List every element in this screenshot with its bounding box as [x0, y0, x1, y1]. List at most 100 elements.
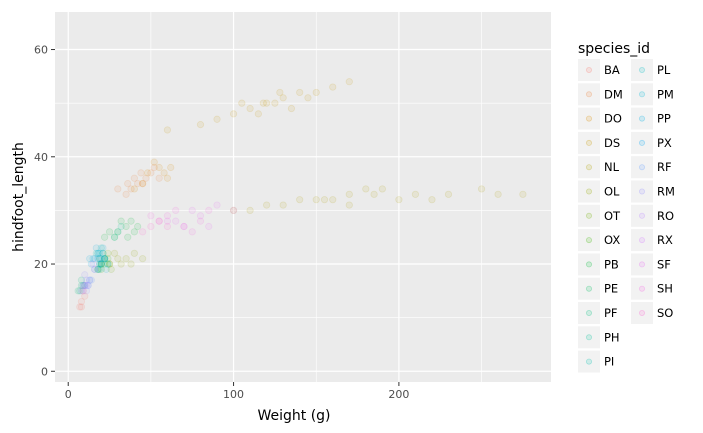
data-point-pi — [97, 244, 105, 252]
data-point-pb — [105, 228, 114, 236]
data-point-do — [150, 158, 158, 166]
legend-label-ot: OT — [604, 209, 621, 223]
data-point-do — [139, 179, 147, 188]
data-point-ba — [79, 287, 87, 295]
data-point-sh — [163, 212, 172, 220]
data-point-ds — [238, 99, 246, 107]
data-point-ro — [81, 281, 89, 290]
data-point-dm — [114, 185, 122, 193]
data-point-dm — [134, 179, 142, 188]
legend-label-sh: SH — [657, 282, 673, 296]
data-point-nl — [246, 206, 254, 215]
data-point-ds — [163, 126, 172, 134]
data-point-ds — [271, 99, 279, 107]
data-point-pe — [104, 260, 112, 268]
data-point-pp — [92, 244, 100, 252]
data-point-pl — [101, 255, 109, 263]
legend-key-nl — [578, 156, 600, 179]
legend-label-rm: RM — [657, 185, 675, 199]
data-point-sh — [172, 206, 180, 215]
data-point-dm — [142, 174, 150, 182]
data-point-ba — [81, 292, 89, 300]
data-point-ol — [139, 255, 147, 263]
legend-label-ol: OL — [604, 185, 620, 199]
data-point-rm — [77, 287, 86, 295]
data-point-pi — [92, 249, 100, 257]
data-point-pp — [97, 255, 105, 263]
data-point-do — [143, 169, 152, 177]
data-point-pp — [89, 255, 97, 263]
data-point-sf — [163, 217, 172, 225]
legend-key-pb — [578, 253, 600, 276]
data-point-pb — [124, 233, 132, 241]
data-point-nl — [395, 196, 403, 204]
data-point-nl — [345, 201, 353, 209]
data-point-dm — [139, 179, 147, 188]
data-point-so — [139, 228, 147, 236]
data-point-pp — [91, 265, 99, 273]
legend-key-pf — [578, 302, 600, 324]
data-point-ol — [130, 249, 138, 257]
legend-marker-sh — [639, 285, 646, 292]
legend-key-rx — [631, 229, 653, 252]
data-point-rm — [81, 281, 89, 290]
data-point-dm — [130, 174, 138, 182]
data-point-pe — [97, 260, 105, 268]
x-tick-label: 200 — [388, 388, 409, 401]
data-point-pm — [101, 255, 109, 263]
data-point-ot — [101, 255, 109, 263]
legend-key-pm — [631, 83, 653, 106]
data-point-ds — [287, 104, 296, 113]
data-point-sh — [188, 228, 196, 236]
data-point-pe — [99, 249, 107, 257]
data-point-dm — [147, 169, 155, 177]
legend: BA DM DO DS NL OL OT OX PB PE PF PH PI PL PM PP PX RF RM RO… — [578, 59, 675, 373]
data-point-pp — [94, 249, 102, 257]
data-point-pb — [134, 222, 142, 231]
legend-marker-pf — [586, 309, 593, 316]
data-point-rf — [84, 281, 92, 290]
data-point-ds — [246, 104, 254, 113]
data-point-rx — [89, 260, 97, 268]
data-point-nl — [345, 190, 353, 198]
legend-marker-ph — [586, 334, 593, 341]
legend-marker-so — [639, 309, 646, 316]
data-point-so — [155, 217, 163, 225]
data-point-pb — [101, 233, 109, 241]
data-point-px — [94, 255, 102, 263]
data-point-ot — [107, 265, 115, 273]
data-point-ol — [122, 255, 130, 263]
data-point-rf — [86, 276, 94, 284]
legend-marker-pi — [586, 358, 593, 365]
legend-key-pi — [578, 350, 600, 373]
data-point-pp — [87, 260, 95, 268]
data-point-sf — [213, 201, 221, 209]
data-point-ba — [76, 303, 84, 311]
data-point-pm — [102, 265, 110, 273]
data-point-rx — [91, 265, 99, 273]
data-point-dm — [150, 163, 158, 172]
grid-lines — [55, 12, 551, 382]
y-tick-label: 40 — [34, 151, 48, 164]
data-point-ot — [94, 265, 102, 273]
x-axis-ticks: 0 100 200 — [65, 382, 409, 401]
data-point-sh — [180, 222, 188, 231]
data-point-rm — [84, 281, 92, 290]
data-point-rm — [86, 276, 94, 284]
data-point-pf — [77, 281, 86, 290]
data-point-ro — [79, 287, 87, 295]
data-point-do — [155, 163, 163, 172]
data-point-nl — [378, 185, 386, 193]
legend-label-dm: DM — [604, 87, 623, 101]
legend-label-pp: PP — [657, 112, 671, 126]
legend-key-ol — [578, 180, 600, 203]
legend-key-ot — [578, 204, 600, 227]
data-point-do — [130, 185, 138, 193]
data-point-ds — [213, 115, 221, 123]
legend-key-px — [631, 131, 653, 154]
data-point-ds — [263, 99, 271, 107]
x-axis-title: Weight (g) — [257, 408, 330, 424]
data-point-nl — [296, 196, 304, 204]
legend-key-pe — [578, 277, 600, 300]
y-tick-label: 20 — [34, 258, 48, 271]
